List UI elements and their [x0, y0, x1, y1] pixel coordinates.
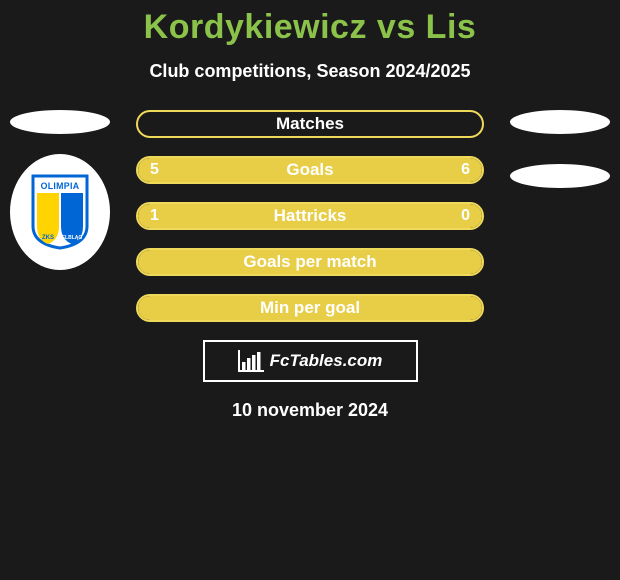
bar-label: Goals	[138, 160, 482, 180]
date-label: 10 november 2024	[0, 400, 620, 421]
stat-bars: Matches 56Goals 10Hattricks Goals per match…	[136, 110, 484, 322]
brand-box: FcTables.com	[203, 340, 418, 382]
brand-text: FcTables.com	[270, 351, 383, 371]
player-right-column	[510, 110, 610, 188]
bar-label: Goals per match	[138, 252, 482, 272]
bar-label: Matches	[138, 114, 482, 134]
svg-text:OLIMPIA: OLIMPIA	[41, 181, 80, 191]
page-title: Kordykiewicz vs Lis	[0, 8, 620, 47]
olimpia-shield-icon: OLIMPIA ZKS ELBLĄG	[31, 174, 89, 250]
player-left-column: OLIMPIA ZKS ELBLĄG	[10, 110, 110, 270]
player-left-oval	[10, 110, 110, 134]
subtitle: Club competitions, Season 2024/2025	[0, 61, 620, 82]
stat-bar: Matches	[136, 110, 484, 138]
stat-bar: Goals per match	[136, 248, 484, 276]
svg-text:ELBLĄG: ELBLĄG	[62, 235, 83, 241]
stat-bar: Min per goal	[136, 294, 484, 322]
bar-chart-icon	[238, 350, 264, 372]
bar-label: Hattricks	[138, 206, 482, 226]
svg-text:ZKS: ZKS	[42, 235, 54, 241]
bar-label: Min per goal	[138, 298, 482, 318]
club-badge-left: OLIMPIA ZKS ELBLĄG	[10, 154, 110, 270]
player-right-oval-2	[510, 164, 610, 188]
stat-bar: 56Goals	[136, 156, 484, 184]
player-right-oval-1	[510, 110, 610, 134]
comparison-area: OLIMPIA ZKS ELBLĄG Matches 56Goals 10Hattr…	[0, 110, 620, 421]
stat-bar: 10Hattricks	[136, 202, 484, 230]
